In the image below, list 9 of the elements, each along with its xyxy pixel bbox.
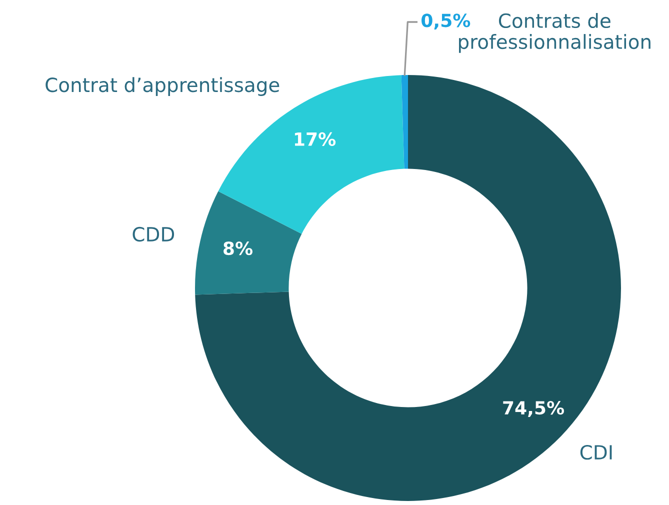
slice-label: CDI [580, 444, 612, 460]
donut-slice [195, 191, 302, 295]
data-label: 8% [224, 242, 253, 256]
donut-slice [401, 75, 408, 169]
slice-label: CDD [132, 226, 174, 242]
data-label: 0,5% [422, 14, 470, 30]
data-label: 74,5% [503, 400, 564, 417]
data-label: 17% [294, 132, 336, 146]
slice-label: Contrat d’apprentissage [46, 77, 280, 96]
